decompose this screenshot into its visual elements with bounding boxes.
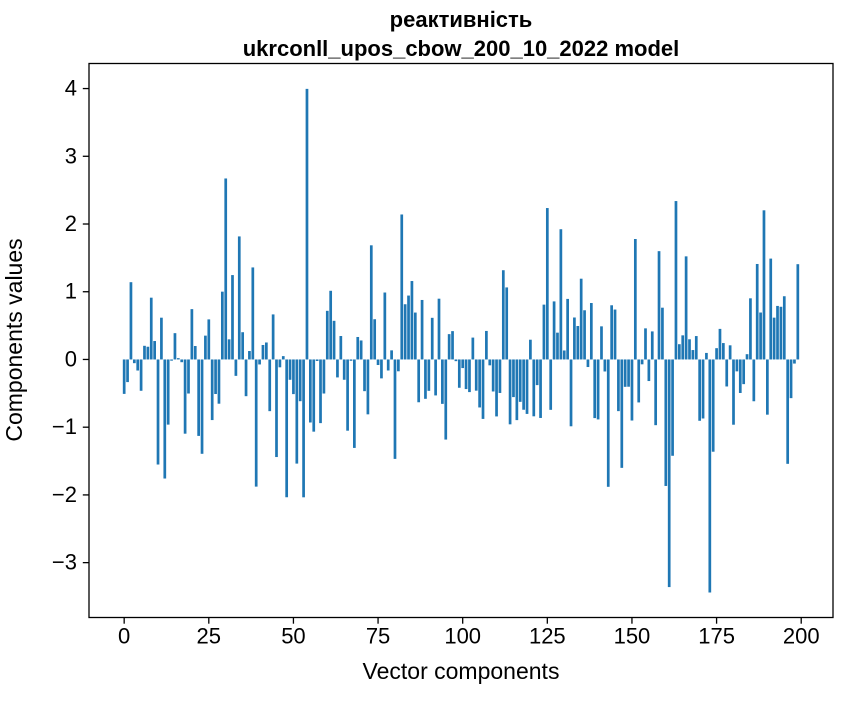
svg-text:75: 75 xyxy=(366,624,390,649)
svg-text:100: 100 xyxy=(444,624,481,649)
svg-text:150: 150 xyxy=(614,624,651,649)
svg-text:2: 2 xyxy=(65,211,77,236)
svg-text:25: 25 xyxy=(197,624,221,649)
svg-text:ukrconll_upos_cbow_200_10_2022: ukrconll_upos_cbow_200_10_2022 model xyxy=(243,36,680,61)
svg-text:−2: −2 xyxy=(52,482,77,507)
svg-text:175: 175 xyxy=(698,624,735,649)
svg-text:−1: −1 xyxy=(52,414,77,439)
svg-text:50: 50 xyxy=(281,624,305,649)
svg-text:Vector components: Vector components xyxy=(363,658,560,684)
svg-text:4: 4 xyxy=(65,76,77,101)
svg-text:реактивність: реактивність xyxy=(390,7,533,32)
svg-text:125: 125 xyxy=(529,624,566,649)
svg-text:1: 1 xyxy=(65,279,77,304)
svg-text:3: 3 xyxy=(65,143,77,168)
svg-text:Components values: Components values xyxy=(1,238,27,441)
svg-text:200: 200 xyxy=(783,624,820,649)
svg-text:0: 0 xyxy=(65,346,77,371)
svg-text:−3: −3 xyxy=(52,550,77,575)
svg-text:0: 0 xyxy=(118,624,130,649)
